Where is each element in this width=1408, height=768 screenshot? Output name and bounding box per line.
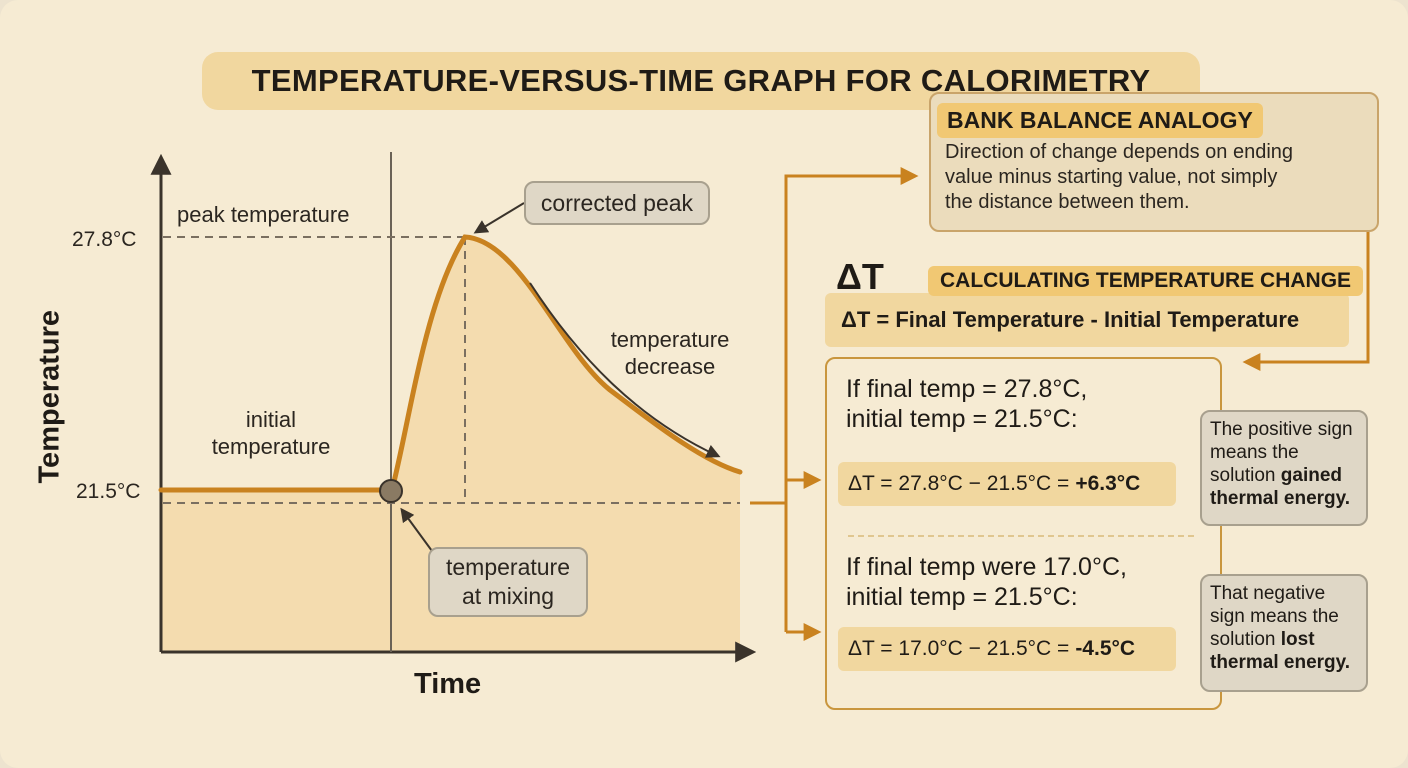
analogy-title: BANK BALANCE ANALOGY bbox=[937, 103, 1263, 138]
calculation-title: CALCULATING TEMPERATURE CHANGE bbox=[928, 266, 1364, 296]
examples-divider bbox=[848, 535, 1194, 537]
bank-balance-analogy-panel: BANK BALANCE ANALOGY Direction of change… bbox=[929, 92, 1379, 232]
diagram-title: TEMPERATURE-VERSUS-TIME GRAPH FOR CALORI… bbox=[202, 52, 1200, 110]
formula-bar: ΔT = Final Temperature - Initial Tempera… bbox=[825, 293, 1349, 347]
example2-result: -4.5°C bbox=[1075, 637, 1136, 660]
corrected-peak-arrow bbox=[473, 202, 525, 234]
y-tick-initial: 21.5°C bbox=[76, 480, 141, 503]
mixing-callout: temperature at mixing bbox=[428, 547, 588, 617]
corrected-peak-callout: corrected peak bbox=[524, 181, 710, 225]
peak-temperature-label: peak temperature bbox=[177, 202, 350, 227]
example1-note: The positive sign means the solution gai… bbox=[1200, 410, 1368, 526]
area-under-curve bbox=[161, 237, 740, 652]
temperature-curve bbox=[158, 234, 743, 493]
delta-t-symbol: ΔT bbox=[836, 256, 884, 297]
example1-conditions: If final temp = 27.8°C, initial temp = 2… bbox=[846, 375, 1088, 433]
example1-equation: ΔT = 27.8°C − 21.5°C = +6.3°C bbox=[838, 462, 1176, 506]
example2-equation: ΔT = 17.0°C − 21.5°C = -4.5°C bbox=[838, 627, 1176, 671]
example1-result: +6.3°C bbox=[1075, 472, 1141, 495]
mixing-point bbox=[379, 479, 403, 503]
initial-temperature-label: initial temperature bbox=[211, 407, 331, 459]
y-axis-title: Temperature bbox=[33, 309, 66, 484]
example2-conditions: If final temp were 17.0°C, initial temp … bbox=[846, 553, 1127, 611]
decrease-arrow bbox=[529, 282, 721, 458]
analogy-text: Direction of change depends on ending va… bbox=[945, 141, 1294, 213]
temperature-decrease-label: temperature decrease bbox=[610, 327, 730, 379]
y-tick-peak: 27.8°C bbox=[72, 228, 137, 251]
mixing-arrow bbox=[400, 507, 433, 552]
example2-note: That negative sign means the solution lo… bbox=[1200, 574, 1368, 692]
x-axis-title: Time bbox=[414, 668, 482, 700]
